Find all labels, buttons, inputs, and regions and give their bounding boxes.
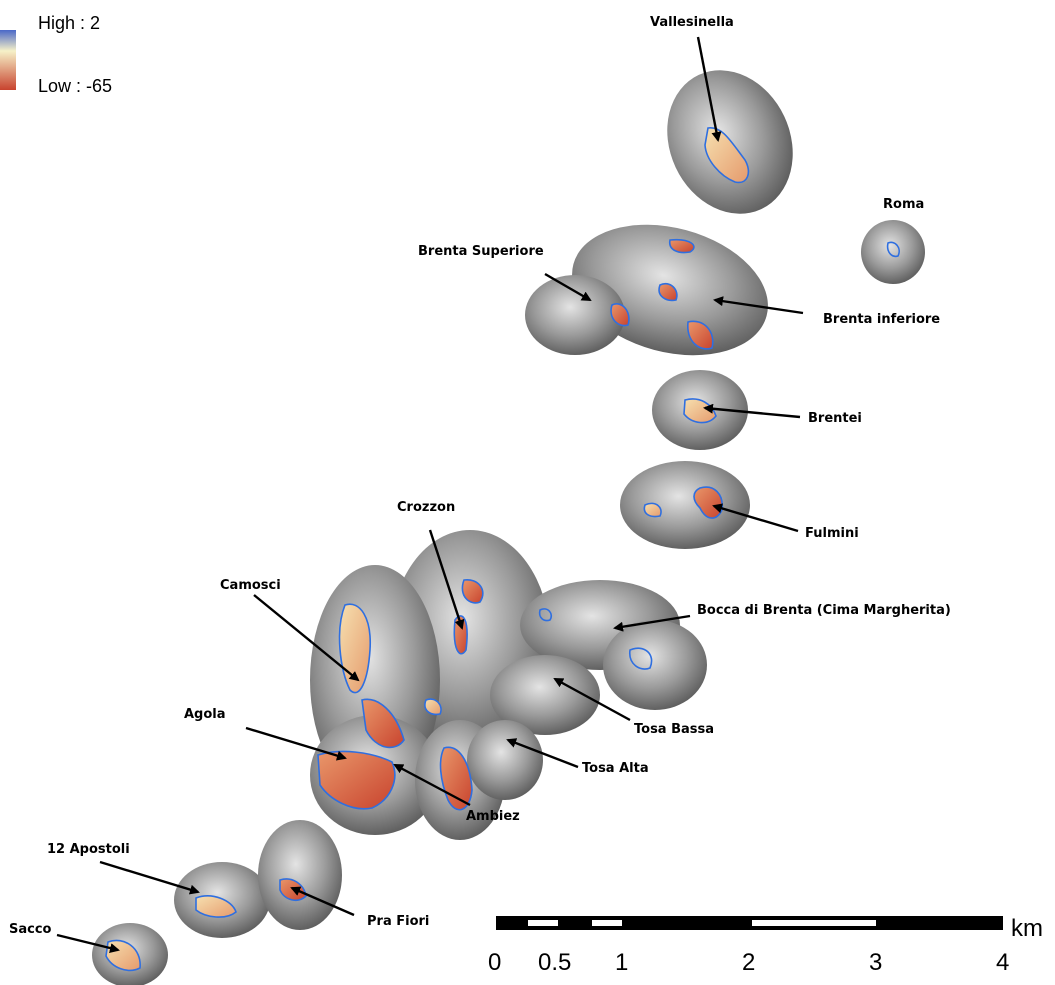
- label-brentei: Brentei: [808, 411, 862, 426]
- label-pra-fiori: Pra Fiori: [367, 914, 429, 929]
- arrow-12-apostoli: [99, 860, 200, 895]
- glacier-agola: [317, 750, 396, 810]
- arrow-agola: [245, 726, 347, 761]
- scale-tick-0: 0: [488, 949, 501, 976]
- label-fulmini: Fulmini: [805, 526, 859, 541]
- arrow-crozzon: [428, 529, 465, 630]
- label-bocca-di-brenta: Bocca di Brenta (Cima Margherita): [697, 603, 951, 618]
- label-crozzon: Crozzon: [397, 500, 455, 515]
- arrow-fulmini: [712, 503, 799, 533]
- arrow-brenta-superiore: [544, 272, 592, 302]
- leader-arrows: [56, 36, 804, 953]
- legend-low-label: Low : -65: [38, 76, 112, 96]
- legend-color-ramp: [0, 30, 16, 90]
- arrow-ambiez: [393, 763, 471, 807]
- scale-unit: km: [1011, 915, 1043, 942]
- arrow-sacco: [56, 933, 120, 953]
- legend-high-label: High : 2: [38, 13, 100, 33]
- label-vallesinella: Vallesinella: [650, 15, 734, 30]
- label-sacco: Sacco: [9, 922, 52, 937]
- arrow-tosa-bassa: [553, 677, 631, 722]
- glacier-brenta-inferiore: [687, 320, 714, 350]
- label-tosa-alta: Tosa Alta: [582, 761, 649, 776]
- legend: High : 2 Low : -65: [0, 13, 112, 96]
- label-brenta-inferiore: Brenta inferiore: [823, 312, 940, 327]
- scale-bar: km 0 0.5 1 2 3 4: [488, 915, 1043, 976]
- glacier-surfaces: [105, 127, 900, 972]
- label-roma: Roma: [883, 197, 924, 212]
- scale-tick-3: 3: [869, 949, 882, 976]
- glacier-12-apostoli: [195, 895, 237, 918]
- glacier-brenta-superiore: [610, 303, 630, 327]
- scale-tick-2: 2: [742, 949, 755, 976]
- label-camosci: Camosci: [220, 578, 281, 593]
- arrow-vallesinella: [696, 36, 722, 142]
- label-brenta-superiore: Brenta Superiore: [418, 244, 544, 259]
- scale-tick-1: 1: [615, 949, 628, 976]
- label-ambiez: Ambiez: [466, 809, 520, 824]
- arrow-bocca-di-brenta: [613, 614, 691, 632]
- arrow-brenta-inferiore: [713, 296, 804, 315]
- label-agola: Agola: [184, 707, 226, 722]
- arrow-tosa-alta: [506, 738, 579, 769]
- arrow-camosci: [253, 594, 360, 682]
- arrow-brentei: [703, 403, 801, 419]
- glacier-crozzon: [461, 579, 484, 604]
- terrain-hillshade: [92, 70, 925, 985]
- scale-tick-4: 4: [996, 949, 1009, 976]
- scale-tick-0-5: 0.5: [538, 949, 571, 976]
- label-12-apostoli: 12 Apostoli: [47, 842, 130, 857]
- label-tosa-bassa: Tosa Bassa: [634, 722, 714, 737]
- glacier-labels: Vallesinella Roma Brenta Superiore Brent…: [9, 15, 951, 937]
- glacier-roma: [886, 241, 900, 258]
- arrow-pra-fiori: [290, 886, 355, 917]
